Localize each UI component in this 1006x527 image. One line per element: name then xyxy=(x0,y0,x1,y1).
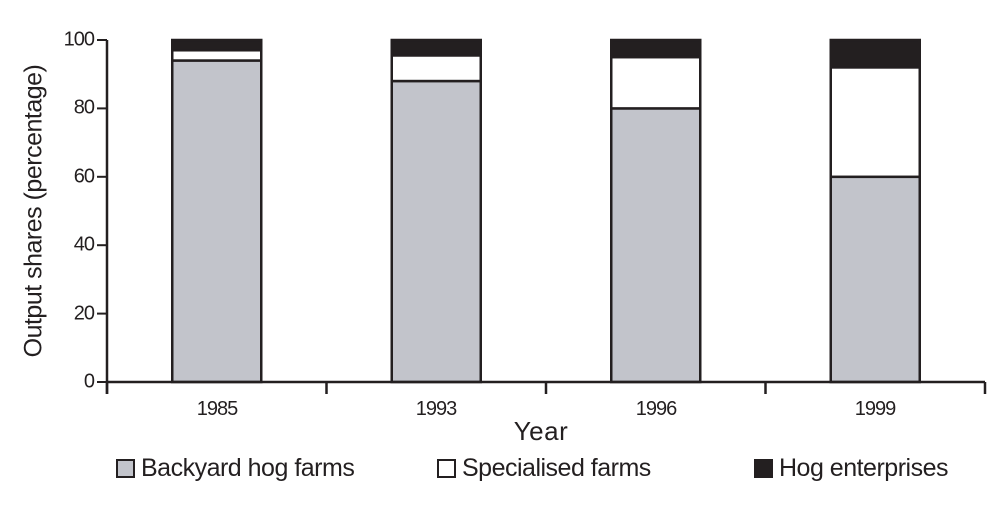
y-tick-20: 20 xyxy=(73,302,95,325)
y-tick-80: 80 xyxy=(73,96,95,119)
y-axis-label: Output shares (percentage) xyxy=(19,64,48,358)
bar-segment-1999-2 xyxy=(829,38,921,69)
bar-segment-1996-0 xyxy=(610,107,702,384)
legend-label-specialised: Specialised farms xyxy=(462,454,651,482)
y-tick-100: 100 xyxy=(63,28,95,51)
bar-segment-1993-1 xyxy=(390,54,482,83)
bar-segment-1999-0 xyxy=(829,175,921,384)
legend-swatch-specialised xyxy=(437,459,456,478)
bar-segment-1996-2 xyxy=(610,38,702,59)
legend-item-hog-enterprises: Hog enterprises xyxy=(754,454,948,483)
y-axis-label-container: Output shares (percentage) xyxy=(14,40,54,382)
y-tick-0: 0 xyxy=(83,370,95,393)
x-tick-1985: 1985 xyxy=(196,398,238,420)
bar-segment-1993-0 xyxy=(390,79,482,384)
legend-swatch-backyard xyxy=(116,459,135,478)
x-tick-1993: 1993 xyxy=(415,398,457,420)
bar-segment-1985-2 xyxy=(171,38,263,52)
y-tick-60: 60 xyxy=(73,165,95,188)
bar-segment-1999-1 xyxy=(829,66,921,179)
legend-item-specialised: Specialised farms xyxy=(437,454,651,483)
x-tick-1999: 1999 xyxy=(854,398,896,420)
legend-label-backyard: Backyard hog farms xyxy=(141,454,355,482)
legend-swatch-hog-enterprises xyxy=(754,459,773,478)
bar-segment-1996-1 xyxy=(610,55,702,110)
x-tick-1996: 1996 xyxy=(635,398,677,420)
bar-segment-1985-0 xyxy=(171,59,263,384)
legend-item-backyard: Backyard hog farms xyxy=(116,454,355,483)
x-axis-label: Year xyxy=(513,416,569,446)
bar-segment-1993-2 xyxy=(390,38,482,57)
legend-label-hog-enterprises: Hog enterprises xyxy=(779,454,948,482)
y-tick-40: 40 xyxy=(73,233,95,256)
bar-segment-1985-1 xyxy=(171,49,263,62)
